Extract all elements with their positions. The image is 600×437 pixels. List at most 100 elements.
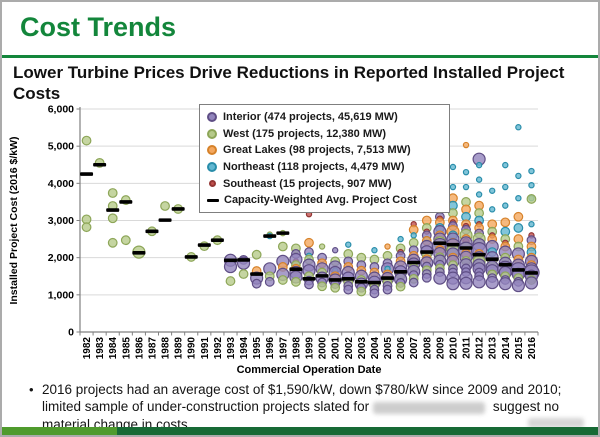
avg-dash (132, 251, 146, 255)
page-title: Cost Trends (20, 12, 177, 42)
svg-text:3,000: 3,000 (48, 215, 74, 227)
svg-text:2006: 2006 (396, 337, 407, 360)
data-point-interior (331, 247, 339, 254)
avg-dash (250, 272, 264, 276)
data-point-northeast (502, 202, 509, 209)
data-point-northeast (528, 181, 535, 189)
data-point-west (120, 235, 131, 246)
data-point-northeast (528, 221, 535, 228)
avg-dash (354, 280, 368, 284)
data-point-west (330, 282, 341, 293)
avg-dash (263, 234, 277, 238)
data-point-west (160, 201, 170, 211)
svg-text:2012: 2012 (475, 337, 486, 360)
avg-dash (80, 172, 94, 176)
avg-dash (237, 258, 251, 262)
southeast-marker-icon (209, 180, 216, 188)
avg-dash (184, 255, 198, 259)
svg-text:2011: 2011 (462, 337, 473, 359)
avg-dash (485, 257, 499, 261)
data-point-northeast (515, 194, 522, 202)
svg-text:1986: 1986 (134, 337, 145, 360)
data-point-interior (433, 271, 447, 285)
svg-text:6,000: 6,000 (48, 104, 74, 116)
avg-dash (433, 241, 447, 245)
svg-text:4,000: 4,000 (48, 178, 74, 190)
avg-dash (119, 200, 133, 204)
data-point-great-lakes (462, 141, 470, 149)
chart-legend: Interior (474 projects, 45,619 MW) West … (199, 104, 450, 213)
title-divider (2, 55, 598, 58)
avg-dash (367, 280, 381, 285)
x-axis-tick-labels: 1982 1983 1984 1985 1986 1987 1988 1989 1990 1991… (82, 337, 538, 360)
svg-text:2,000: 2,000 (48, 252, 74, 264)
svg-text:2004: 2004 (370, 337, 381, 360)
data-point-interior (498, 277, 512, 291)
svg-text:2015: 2015 (514, 337, 525, 360)
svg-text:2016: 2016 (527, 337, 538, 360)
svg-text:1982: 1982 (82, 337, 93, 360)
data-point-northeast (489, 187, 496, 194)
data-point-northeast (371, 247, 378, 254)
svg-text:2005: 2005 (383, 337, 394, 360)
avg-dash (472, 252, 486, 257)
bullet-text-before: 2016 projects had an average cost of $1,… (42, 382, 562, 415)
avg-dash (394, 269, 408, 274)
data-point-northeast (528, 167, 535, 175)
svg-text:2010: 2010 (448, 337, 459, 360)
data-point-interior (511, 278, 525, 293)
data-point-interior (459, 276, 473, 290)
data-point-west (107, 237, 118, 248)
data-point-northeast (410, 232, 417, 239)
svg-text:1998: 1998 (291, 337, 302, 360)
avg-dash (446, 242, 460, 247)
west-marker-icon (207, 128, 217, 139)
data-point-northeast (515, 172, 522, 180)
data-point-interior (223, 259, 238, 274)
data-point-northeast (513, 223, 524, 233)
x-axis-title: Commercial Operation Date (237, 364, 382, 376)
data-point-west (395, 281, 406, 292)
legend-label: Southeast (15 projects, 907 MW) (223, 177, 392, 190)
data-point-northeast (462, 183, 470, 191)
data-point-interior (382, 284, 393, 295)
redacted-text-blur-2 (528, 418, 584, 428)
svg-text:2000: 2000 (318, 337, 329, 360)
avg-dash (93, 162, 107, 167)
data-point-interior (524, 276, 539, 290)
data-point-interior (421, 272, 432, 283)
data-point-interior (264, 276, 275, 287)
legend-item-southeast: Southeast (15 projects, 907 MW) (207, 175, 443, 192)
svg-text:1989: 1989 (174, 337, 185, 360)
svg-text:2014: 2014 (501, 337, 512, 360)
data-point-northeast (489, 206, 496, 213)
data-point-west (277, 275, 288, 285)
svg-text:1992: 1992 (213, 337, 224, 360)
y-axis-tick-labels: 0 1,000 2,000 3,000 4,000 5,000 6,000 (48, 104, 74, 339)
data-point-interior (304, 279, 314, 290)
data-point-west (251, 249, 262, 260)
data-point-northeast (449, 163, 457, 171)
avg-dash (315, 274, 329, 278)
data-point-west (291, 276, 301, 287)
avg-dash (328, 278, 342, 282)
avg-dash (302, 277, 316, 281)
data-point-west (107, 188, 118, 198)
data-point-west (238, 269, 249, 279)
legend-label: Northeast (118 projects, 4,479 MW) (223, 161, 405, 174)
svg-text:2001: 2001 (331, 337, 342, 360)
data-point-west (526, 194, 537, 204)
svg-text:1993: 1993 (226, 337, 237, 360)
legend-label: West (175 projects, 12,380 MW) (223, 127, 387, 140)
svg-text:1988: 1988 (161, 337, 172, 360)
data-point-great-lakes (384, 243, 391, 250)
avg-dash (106, 208, 120, 212)
svg-text:2007: 2007 (409, 337, 420, 360)
avg-dash (407, 260, 421, 265)
chart-headline: Lower Turbine Prices Drive Reductions in… (13, 63, 565, 103)
data-point-west (356, 286, 367, 297)
y-axis-title: Installed Project Cost (2016 $/kW) (8, 136, 20, 304)
legend-label: Great Lakes (98 projects, 7,513 MW) (223, 144, 411, 157)
data-point-great-lakes (513, 211, 524, 222)
